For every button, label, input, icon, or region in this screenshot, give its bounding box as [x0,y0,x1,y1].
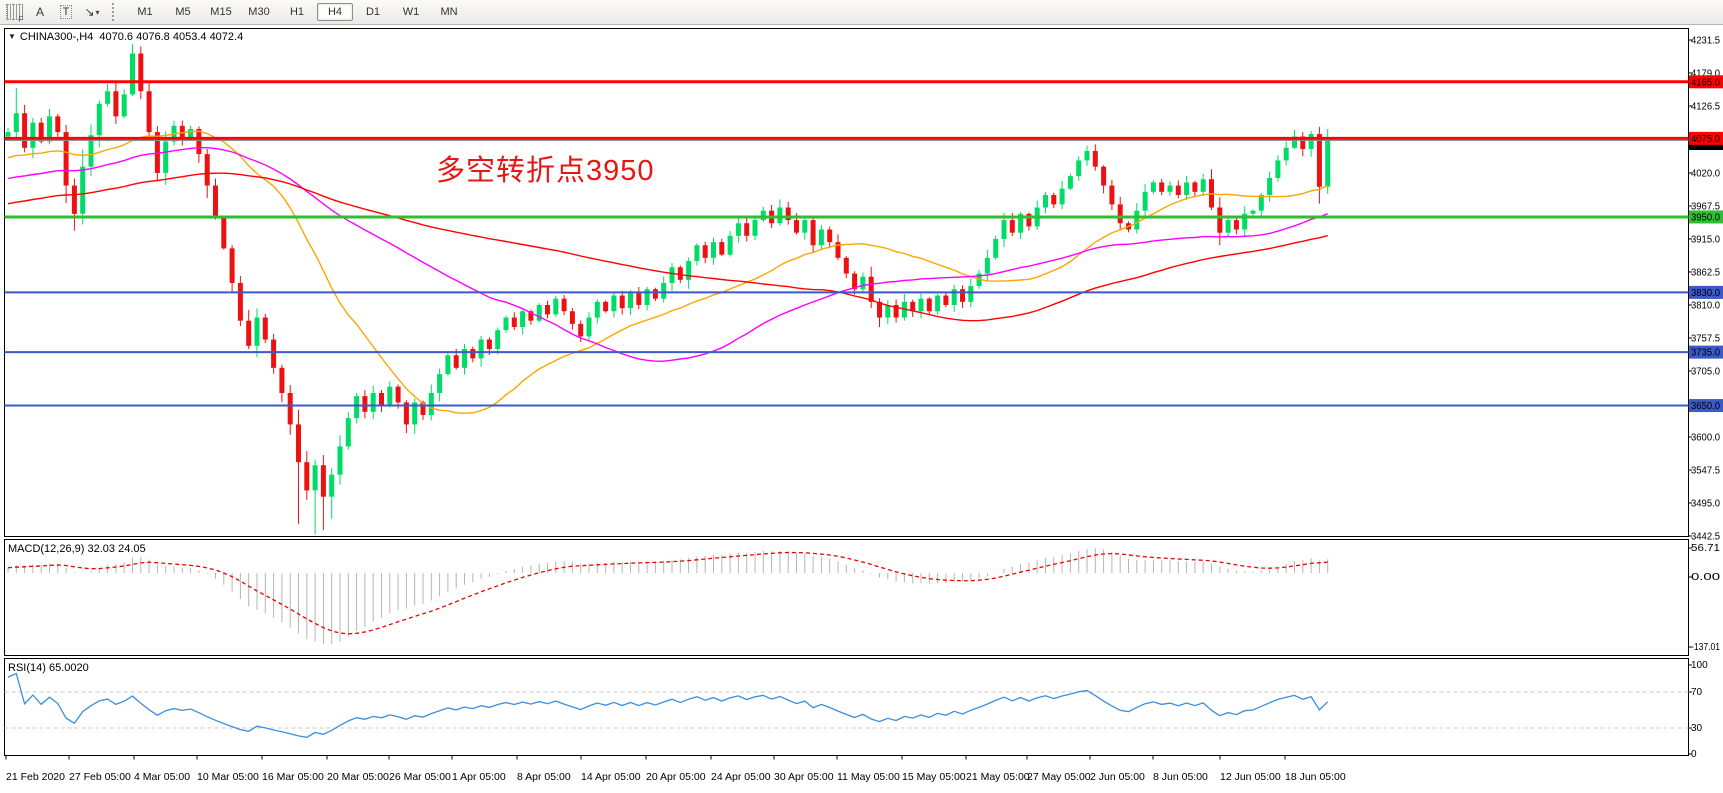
rsi-indicator-label: RSI(14) 65.0020 [8,662,89,674]
toolbar: F A T ↘ ▾ M1 M5 M15 M30 H1 H4 D1 W1 MN [0,0,1723,25]
svg-text:15 May 05:00: 15 May 05:00 [902,771,966,783]
svg-text:30 Apr 05:00: 30 Apr 05:00 [774,771,834,783]
svg-text:3650.0: 3650.0 [1691,401,1720,412]
chart-annotation-text[interactable]: 多空转折点3950 [436,155,655,187]
svg-text:3735.0: 3735.0 [1691,348,1720,359]
main-pane [4,28,1689,537]
rsi-pane [4,658,1689,756]
macd-signal-line [7,551,1328,635]
svg-text:3810.0: 3810.0 [1691,300,1720,311]
dropdown-caret-icon[interactable]: ▾ [95,7,100,17]
rsi-line [7,672,1329,738]
svg-text:3495.0: 3495.0 [1691,498,1720,509]
svg-text:21 Feb 2020: 21 Feb 2020 [6,771,65,783]
svg-text:21 May 05:00: 21 May 05:00 [966,771,1030,783]
grid-f-icon[interactable]: F [2,1,26,24]
toolbar-grip[interactable] [112,3,121,21]
ohlc-high: 4076.8 [136,31,170,43]
svg-text:26 Mar 05:00: 26 Mar 05:00 [389,771,451,783]
svg-text:14 Apr 05:00: 14 Apr 05:00 [581,771,641,783]
price-axis: 4231.5 4179.0 4126.5 4020.0 3967.5 3915.0 3862… [1688,36,1723,760]
svg-text:8 Apr 05:00: 8 Apr 05:00 [517,771,571,783]
svg-text:4165.0: 4165.0 [1691,77,1720,88]
svg-text:20 Mar 05:00: 20 Mar 05:00 [327,771,389,783]
svg-text:3705.0: 3705.0 [1691,366,1720,377]
svg-text:4075.0: 4075.0 [1691,134,1720,145]
svg-text:18 Jun 05:00: 18 Jun 05:00 [1285,771,1346,783]
timeframe-button-w1[interactable]: W1 [402,6,420,18]
svg-text:56.71: 56.71 [1691,543,1721,554]
svg-text:4126.5: 4126.5 [1691,102,1720,113]
svg-text:3547.5: 3547.5 [1691,465,1720,476]
timeframe-button-h1[interactable]: H1 [289,6,305,18]
chart-title: ▼ CHINA300-,H4 4070.6 4076.8 4053.4 4072.… [8,31,243,43]
svg-text:-137.01: -137.01 [1691,642,1720,653]
ohlc-open: 4070.6 [99,31,134,43]
svg-text:27 Feb 05:00: 27 Feb 05:00 [69,771,131,783]
price-badge-4165.0 [1689,75,1723,89]
svg-text:27 May 05:00: 27 May 05:00 [1027,771,1091,783]
timeframe-button-m1[interactable]: M1 [137,6,153,18]
price-badge-3735.0 [1689,345,1723,359]
svg-text:10 Mar 05:00: 10 Mar 05:00 [197,771,259,783]
timeframe-button-m30[interactable]: M30 [248,6,270,18]
label-t-icon[interactable]: T [54,1,78,23]
date-axis: 21 Feb 2020 27 Feb 05:00 4 Mar 05:00 10 Mar… [5,755,1346,783]
symbol-name: CHINA300-,H4 [19,31,94,43]
svg-text:4231.5: 4231.5 [1691,36,1720,47]
svg-text:0: 0 [1691,749,1697,760]
price-badge-3950.0 [1689,210,1723,224]
svg-text:3600.0: 3600.0 [1691,432,1720,443]
svg-text:70: 70 [1691,687,1703,698]
ohlc-low: 4053.4 [172,31,207,43]
svg-text:4020.0: 4020.0 [1691,168,1720,179]
timeframe-button-m5[interactable]: M5 [175,6,191,18]
svg-text:3442.5: 3442.5 [1691,532,1720,543]
price-badge-4075.0 [1689,131,1723,145]
svg-text:3862.5: 3862.5 [1691,267,1720,278]
macd-indicator-label: MACD(12,26,9) 32.03 24.05 [8,543,146,555]
timeframe-button-d1[interactable]: D1 [365,6,381,18]
svg-text:30: 30 [1691,723,1703,734]
ma-fast-line [7,130,1328,414]
svg-text:1 Apr 05:00: 1 Apr 05:00 [452,771,506,783]
svg-text:24 Apr 05:00: 24 Apr 05:00 [711,771,771,783]
timeframe-button-m15[interactable]: M15 [210,6,232,18]
svg-text:4 Mar 05:00: 4 Mar 05:00 [134,771,190,783]
svg-text:16 Mar 05:00: 16 Mar 05:00 [262,771,324,783]
svg-text:3757.5: 3757.5 [1691,333,1720,344]
svg-text:2 Jun 05:00: 2 Jun 05:00 [1090,771,1145,783]
ohlc-close: 4072.4 [209,31,244,43]
text-a-icon[interactable]: A [35,5,44,19]
svg-text:8 Jun 05:00: 8 Jun 05:00 [1153,771,1208,783]
arrow-tool-icon[interactable]: ↘ ▾ [84,5,100,19]
price-badge-3830.0 [1689,285,1723,299]
svg-text:3950.0: 3950.0 [1691,212,1720,223]
svg-text:3915.0: 3915.0 [1691,234,1720,245]
chart-dropdown-icon[interactable]: ▼ [8,32,16,41]
price-badge-3650.0 [1689,399,1723,413]
timeframe-button-mn[interactable]: MN [440,6,458,18]
macd-pane [4,539,1689,656]
ma-medium-line [7,146,1328,362]
svg-text:11 May 05:00: 11 May 05:00 [837,771,900,783]
svg-text:3830.0: 3830.0 [1691,288,1720,299]
svg-text:0.00: 0.00 [1691,572,1721,583]
svg-text:100: 100 [1691,660,1708,671]
ma-slow-line [7,172,1328,322]
svg-text:3967.5: 3967.5 [1691,201,1720,212]
timeframe-button-h4[interactable]: H4 [317,3,353,21]
candles-layer [5,44,1331,535]
svg-text:12 Jun 05:00: 12 Jun 05:00 [1220,771,1281,783]
svg-text:4179.0: 4179.0 [1691,69,1720,80]
svg-text:20 Apr 05:00: 20 Apr 05:00 [646,771,706,783]
